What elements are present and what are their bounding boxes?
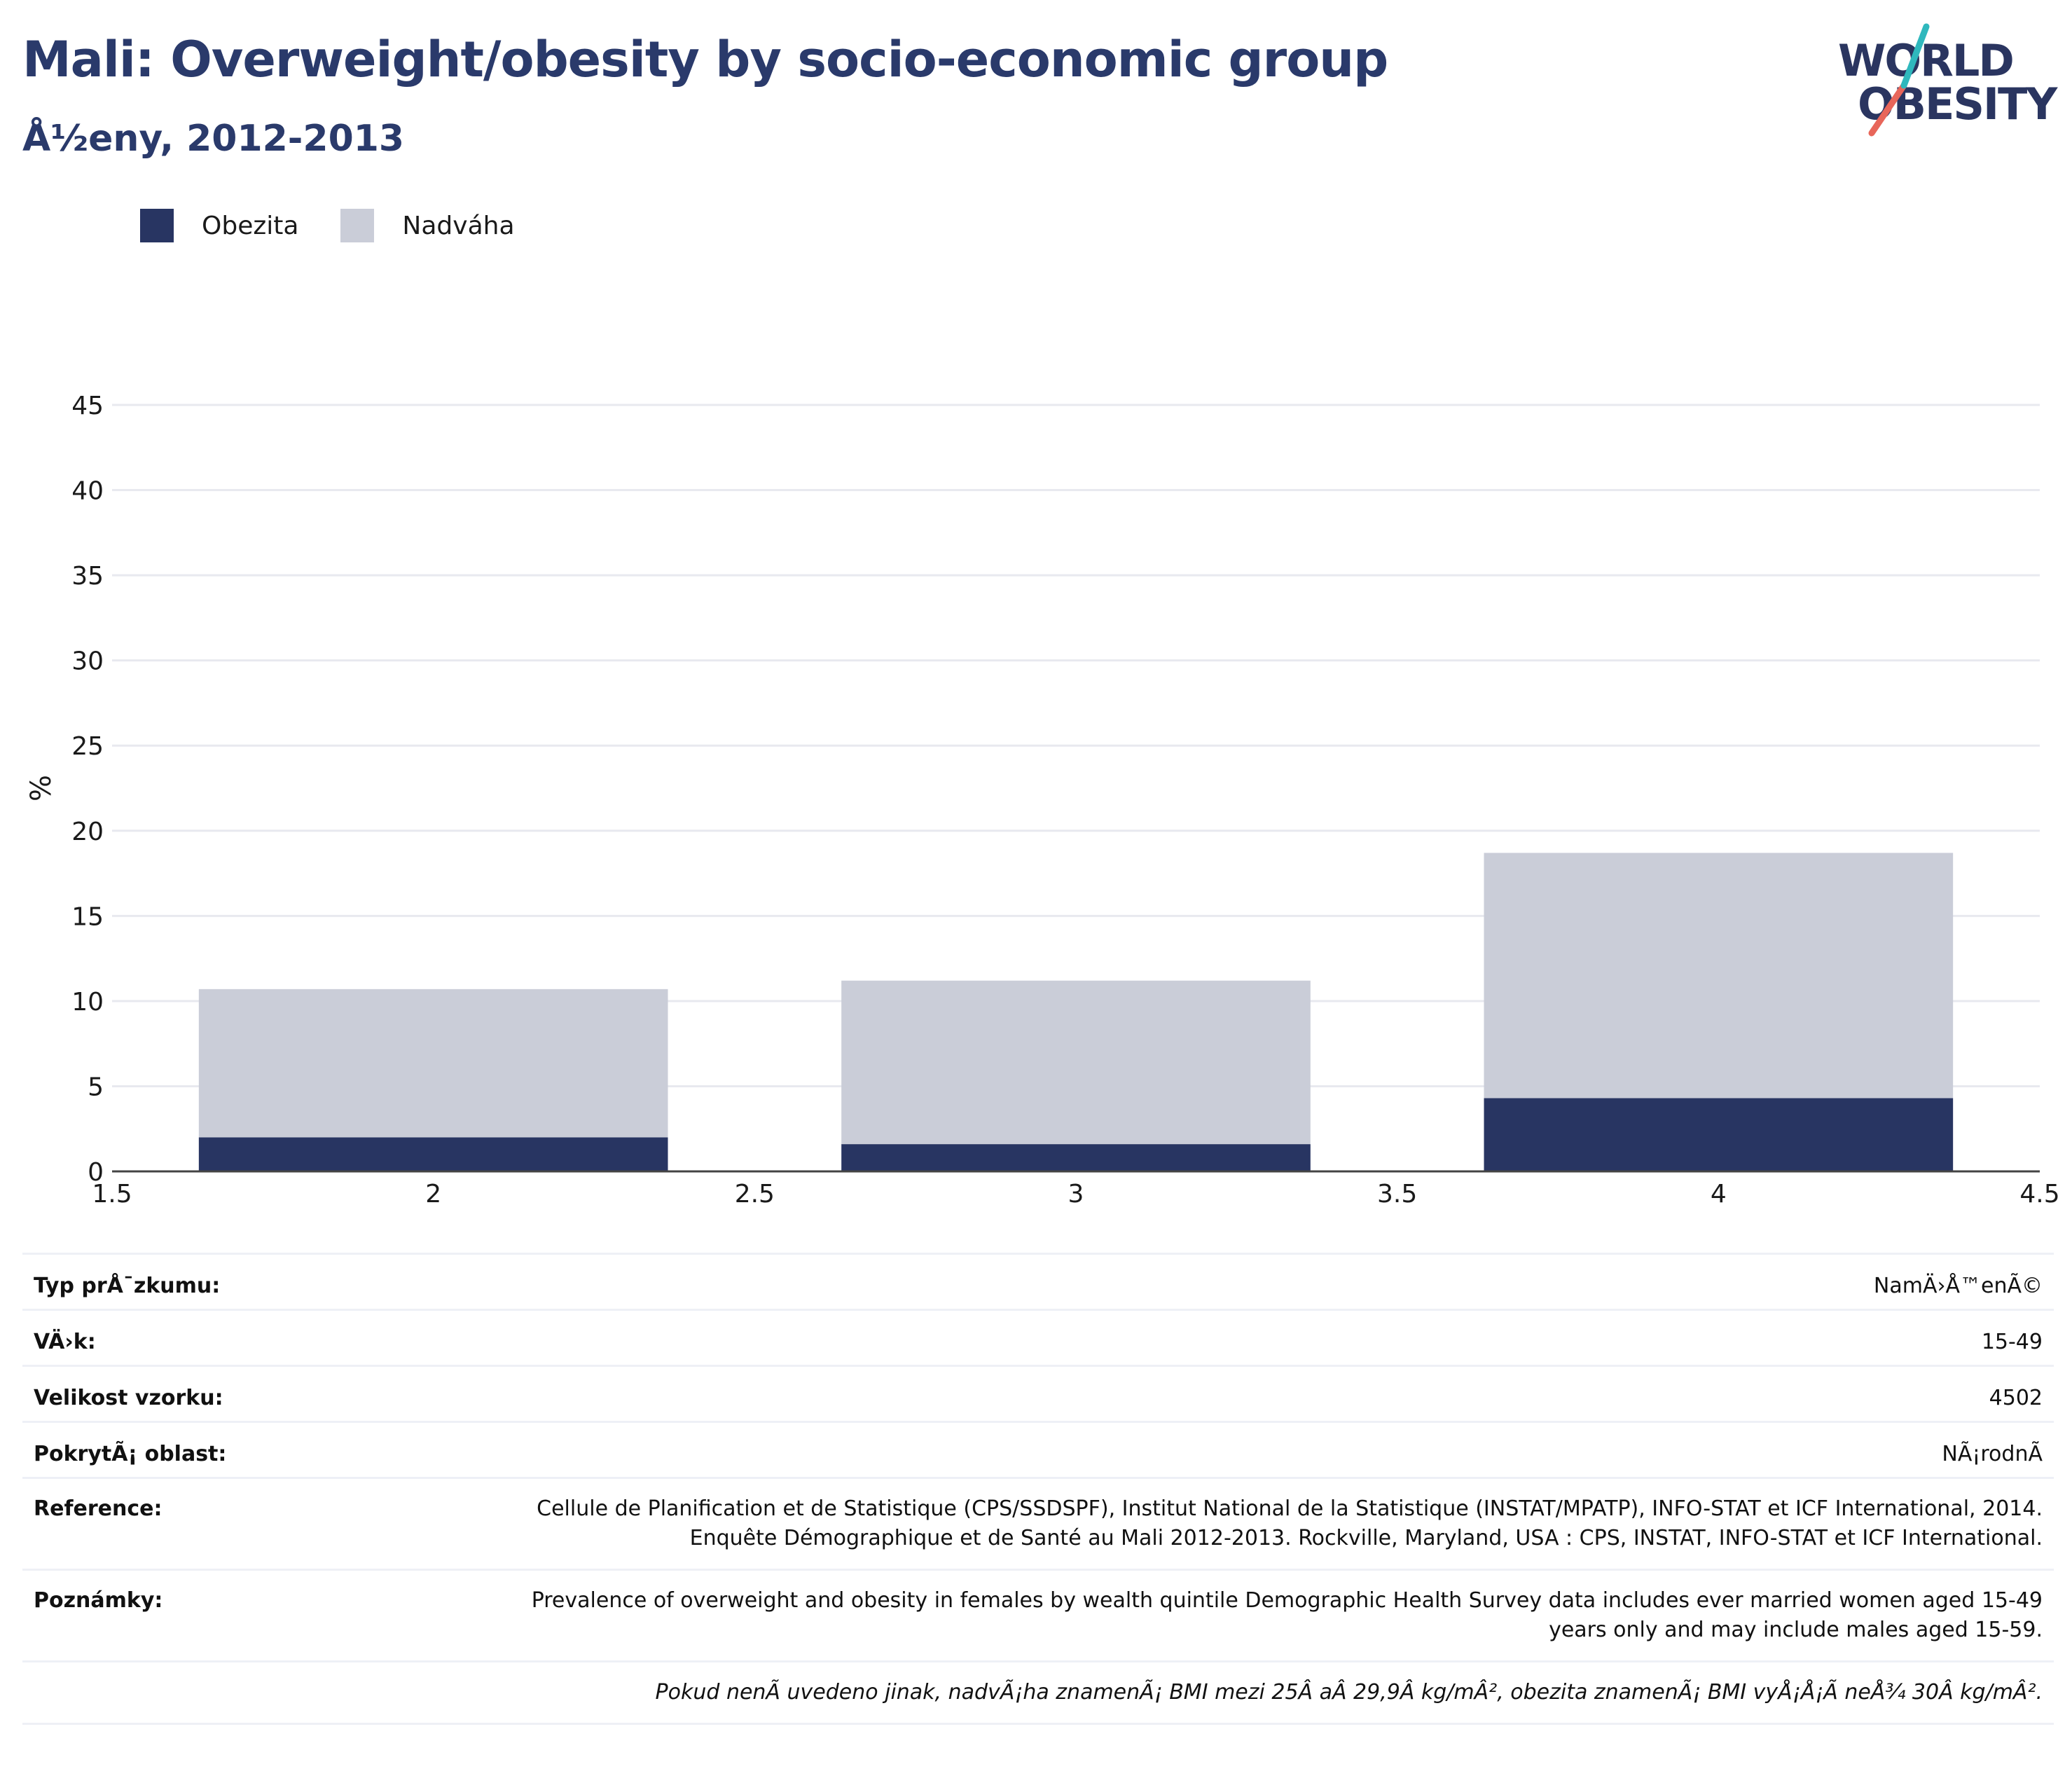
chart-title: Mali: Overweight/obesity by socio-econom… <box>22 31 1388 88</box>
table-row: VÄ›k: 15-49 <box>22 1309 2054 1366</box>
row-value-sample-size: 4502 <box>479 1365 2054 1422</box>
y-tick-label: 30 <box>71 647 104 676</box>
y-axis-label: % <box>25 775 57 801</box>
y-tick-label: 0 <box>88 1158 104 1187</box>
bar-overweight <box>1484 853 1954 1099</box>
legend-label-obesity: Obezita <box>202 211 299 240</box>
table-row: Pokud nenÃ uvedeno jinak, nadvÃ¡ha zname… <box>22 1660 2054 1725</box>
row-value-area-covered: NÃ¡rodnÃ <box>479 1421 2054 1478</box>
row-key-reference: Reference: <box>22 1477 479 1570</box>
x-tick-label: 2 <box>425 1180 441 1209</box>
row-key-notes: Poznámky: <box>22 1569 479 1662</box>
table-row: Reference: Cellule de Planification et d… <box>22 1477 2054 1570</box>
legend-swatch-obesity <box>140 209 174 242</box>
y-tick-label: 15 <box>71 902 104 931</box>
legend-item-overweight[interactable]: Nadváha <box>340 209 515 242</box>
row-value-reference: Cellule de Planification et de Statistiq… <box>479 1477 2054 1570</box>
y-tick-label: 10 <box>71 988 104 1017</box>
table-row: Velikost vzorku: 4502 <box>22 1365 2054 1422</box>
row-value-age: 15-49 <box>479 1309 2054 1366</box>
bar-overweight <box>198 989 668 1138</box>
chart-subtitle: Å½eny, 2012-2013 <box>22 118 405 160</box>
x-tick-label: 3 <box>1068 1180 1084 1209</box>
y-tick-label: 45 <box>71 392 104 420</box>
y-tick-label: 25 <box>71 732 104 761</box>
table-row: Typ prÅ¯zkumu: NamÄ›Å™enÃ© <box>22 1253 2054 1310</box>
legend-label-overweight: Nadváha <box>402 211 515 240</box>
x-tick-label: 4 <box>1711 1180 1727 1209</box>
y-tick-label: 5 <box>88 1073 104 1101</box>
world-obesity-logo: WORLD OBESITY <box>1821 21 2059 147</box>
logo-word-1: WORLD <box>1838 35 2015 86</box>
legend-item-obesity[interactable]: Obezita <box>140 209 298 242</box>
row-key-sample-size: Velikost vzorku: <box>22 1365 479 1422</box>
table-row: Poznámky: Prevalence of overweight and o… <box>22 1569 2054 1662</box>
x-tick-label: 1.5 <box>92 1180 132 1209</box>
table-row: PokrytÃ¡ oblast: NÃ¡rodnÃ <box>22 1421 2054 1478</box>
x-tick-label: 2.5 <box>735 1180 775 1209</box>
bar-overweight <box>841 980 1311 1145</box>
row-value-notes: Prevalence of overweight and obesity in … <box>479 1569 2054 1662</box>
row-key-age: VÄ›k: <box>22 1309 479 1366</box>
bmi-footnote: Pokud nenÃ uvedeno jinak, nadvÃ¡ha zname… <box>22 1660 2054 1725</box>
info-table: Typ prÅ¯zkumu: NamÄ›Å™enÃ© VÄ›k: 15-49 V… <box>22 1253 2054 1725</box>
x-tick-label: 3.5 <box>1377 1180 1417 1209</box>
y-tick-label: 20 <box>71 818 104 846</box>
row-value-survey-type: NamÄ›Å™enÃ© <box>479 1253 2054 1310</box>
row-key-survey-type: Typ prÅ¯zkumu: <box>22 1253 479 1310</box>
legend-swatch-overweight <box>340 209 375 242</box>
bar-obesity <box>1484 1098 1954 1171</box>
x-tick-label: 4.5 <box>2019 1180 2059 1209</box>
logo-slash-icon <box>1868 23 1930 137</box>
chart-legend: Obezita Nadváha <box>140 207 557 244</box>
bar-obesity <box>198 1137 668 1171</box>
bar-chart: 0 5 10 15 20 25 30 35 40 45 1.5 2 2.5 3 3.5 4 4.5% <box>25 392 2060 1209</box>
y-tick-label: 40 <box>71 477 104 506</box>
y-tick-label: 35 <box>71 562 104 591</box>
bar-obesity <box>841 1144 1311 1171</box>
row-key-area-covered: PokrytÃ¡ oblast: <box>22 1421 479 1478</box>
